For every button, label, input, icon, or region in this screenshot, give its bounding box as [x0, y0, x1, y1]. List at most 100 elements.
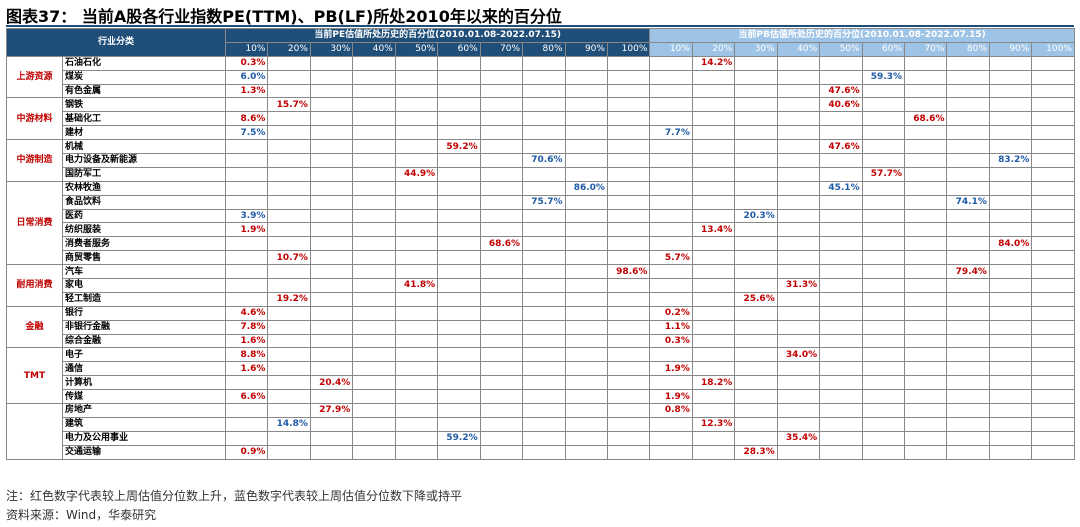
empty-cell — [861, 361, 906, 377]
empty-cell — [309, 389, 354, 405]
empty-cell — [352, 250, 396, 266]
industry-name: 钢铁 — [61, 97, 227, 113]
empty-cell — [309, 361, 354, 377]
pe-percentile-value: 8.8% — [225, 347, 269, 363]
section-label: 中游制造 — [6, 139, 63, 182]
table-row: 上游资源 石油石化 0.3% 14.2% — [6, 55, 1075, 99]
industry-name: 计算机 — [61, 375, 227, 391]
industry-name: 建材 — [61, 125, 227, 141]
empty-cell — [946, 444, 990, 460]
empty-cell — [691, 97, 736, 113]
industry-name: 银行 — [61, 305, 227, 321]
industry-name: 食品饮料 — [61, 194, 227, 210]
empty-cell — [352, 430, 396, 446]
empty-cell — [267, 83, 311, 99]
empty-cell — [691, 83, 736, 99]
empty-cell — [734, 250, 778, 266]
pe-percentile-value: 86.0% — [564, 180, 608, 196]
empty-cell — [564, 319, 608, 335]
empty-cell — [861, 403, 906, 418]
empty-cell — [819, 430, 863, 446]
empty-cell — [479, 264, 524, 280]
empty-cell — [776, 222, 821, 238]
empty-cell — [267, 361, 311, 377]
empty-cell — [691, 361, 736, 377]
empty-cell — [776, 416, 821, 432]
empty-cell — [437, 361, 481, 377]
empty-cell — [225, 430, 269, 446]
empty-cell — [904, 291, 948, 307]
empty-cell — [352, 166, 396, 182]
empty-cell — [649, 347, 693, 363]
empty-cell — [606, 375, 651, 391]
empty-cell — [988, 375, 1033, 391]
pb-percentile-value: 5.7% — [649, 250, 693, 266]
empty-cell — [861, 208, 906, 224]
empty-cell — [309, 55, 354, 71]
empty-cell — [606, 250, 651, 266]
pe-percentile-value: 0.3% — [225, 55, 269, 71]
empty-cell — [394, 250, 439, 266]
empty-cell — [309, 333, 354, 349]
empty-cell — [309, 208, 354, 224]
empty-cell — [394, 111, 439, 127]
empty-cell — [691, 166, 736, 182]
empty-cell — [776, 389, 821, 405]
empty-cell — [691, 278, 736, 293]
empty-cell — [564, 139, 608, 155]
empty-cell — [819, 319, 863, 335]
empty-cell — [819, 333, 863, 349]
industry-name: 农林牧渔 — [61, 180, 227, 196]
empty-cell — [988, 291, 1033, 307]
empty-cell — [225, 236, 269, 252]
empty-cell — [522, 97, 566, 113]
empty-cell — [522, 444, 566, 460]
industry-name: 房地产 — [61, 403, 227, 418]
empty-cell — [904, 416, 948, 432]
empty-cell — [649, 180, 693, 196]
empty-cell — [522, 83, 566, 99]
empty-cell — [776, 111, 821, 127]
pe-percentile-value: 1.6% — [225, 361, 269, 377]
table-row: 纺织服装 1.9% 13.4% — [7, 222, 1075, 238]
empty-cell — [691, 347, 736, 363]
empty-cell — [437, 264, 481, 280]
empty-cell — [861, 111, 906, 127]
table-row: TMT 电子 8.8% 34.0% — [6, 347, 1075, 405]
empty-cell — [1031, 347, 1075, 363]
empty-cell — [861, 55, 906, 71]
pe-percentile-value: 27.9% — [309, 403, 354, 418]
empty-cell — [479, 319, 524, 335]
empty-cell — [861, 250, 906, 266]
empty-cell — [267, 305, 311, 321]
empty-cell — [734, 139, 778, 155]
empty-cell — [606, 347, 651, 363]
empty-cell — [394, 97, 439, 113]
empty-cell — [606, 430, 651, 446]
empty-cell — [734, 430, 778, 446]
empty-cell — [394, 139, 439, 155]
empty-cell — [988, 250, 1033, 266]
industry-name: 电子 — [61, 347, 227, 363]
pb-percentile-value: 13.4% — [691, 222, 736, 238]
pe-percentile-value: 0.9% — [225, 444, 269, 460]
empty-cell — [819, 194, 863, 210]
table-row: 非银行金融 7.8% 1.1% — [7, 319, 1075, 335]
empty-cell — [267, 139, 311, 155]
empty-cell — [649, 264, 693, 280]
industry-name: 电力及公用事业 — [61, 430, 227, 446]
empty-cell — [267, 264, 311, 280]
empty-cell — [309, 416, 354, 432]
empty-cell — [861, 236, 906, 252]
empty-cell — [564, 444, 608, 460]
empty-cell — [1031, 236, 1075, 252]
pb-percentile-value: 1.9% — [649, 389, 693, 405]
empty-cell — [946, 125, 990, 141]
empty-cell — [776, 236, 821, 252]
empty-cell — [734, 166, 778, 182]
empty-cell — [734, 375, 778, 391]
empty-cell — [988, 403, 1033, 418]
empty-cell — [776, 291, 821, 307]
pe-percentile-value: 6.6% — [225, 389, 269, 405]
empty-cell — [861, 97, 906, 113]
